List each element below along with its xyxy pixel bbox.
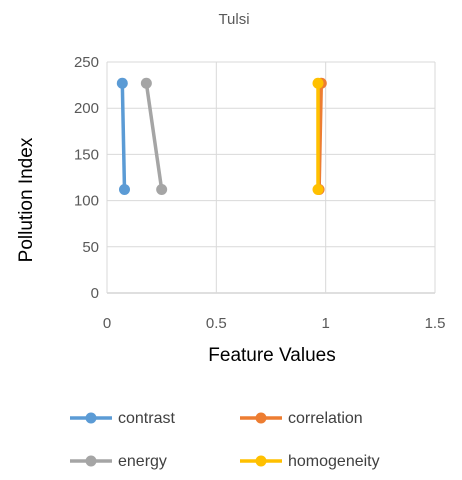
legend-item-energy: energy — [70, 453, 167, 470]
series-energy — [140, 77, 168, 196]
y-axis-title: Pollution Index — [16, 137, 37, 262]
x-axis-ticks: 0 0.5 1 1.5 — [103, 315, 446, 332]
series-homogeneity — [312, 77, 324, 196]
y-tick-label: 250 — [74, 54, 99, 71]
y-tick-label: 0 — [91, 285, 99, 302]
data-point — [156, 184, 168, 196]
legend-marker — [255, 412, 267, 424]
x-tick-label: 1 — [321, 315, 329, 332]
legend-label: homogeneity — [288, 453, 380, 470]
y-axis-ticks: 0 50 100 150 200 250 — [74, 54, 99, 302]
plot-series — [116, 77, 327, 196]
legend-item-contrast: contrast — [70, 410, 175, 427]
legend-marker — [85, 455, 97, 467]
y-tick-label: 50 — [82, 239, 99, 256]
data-point — [116, 77, 128, 89]
legend-item-correlation: correlation — [240, 410, 363, 427]
legend-label: energy — [118, 453, 167, 470]
legend-marker — [255, 455, 267, 467]
series-correlation — [313, 77, 327, 196]
legend-marker — [85, 412, 97, 424]
y-tick-label: 100 — [74, 193, 99, 210]
grid — [106, 61, 436, 294]
data-point — [312, 184, 324, 196]
x-tick-label: 0.5 — [206, 315, 227, 332]
legend-label: contrast — [118, 410, 175, 427]
series-contrast — [116, 77, 130, 196]
chart-title: Tulsi — [218, 11, 249, 28]
data-point — [140, 77, 152, 89]
data-point — [118, 184, 130, 196]
legend-label: correlation — [288, 410, 363, 427]
legend-item-homogeneity: homogeneity — [240, 453, 380, 470]
y-tick-label: 200 — [74, 100, 99, 117]
x-axis-title: Feature Values — [208, 345, 335, 366]
x-tick-label: 1.5 — [425, 315, 446, 332]
x-tick-label: 0 — [103, 315, 111, 332]
series-line — [144, 83, 164, 190]
legend: contrast correlation energy homogeneity — [70, 410, 380, 470]
data-point — [312, 77, 324, 89]
y-tick-label: 150 — [74, 146, 99, 163]
series-line — [120, 83, 127, 190]
